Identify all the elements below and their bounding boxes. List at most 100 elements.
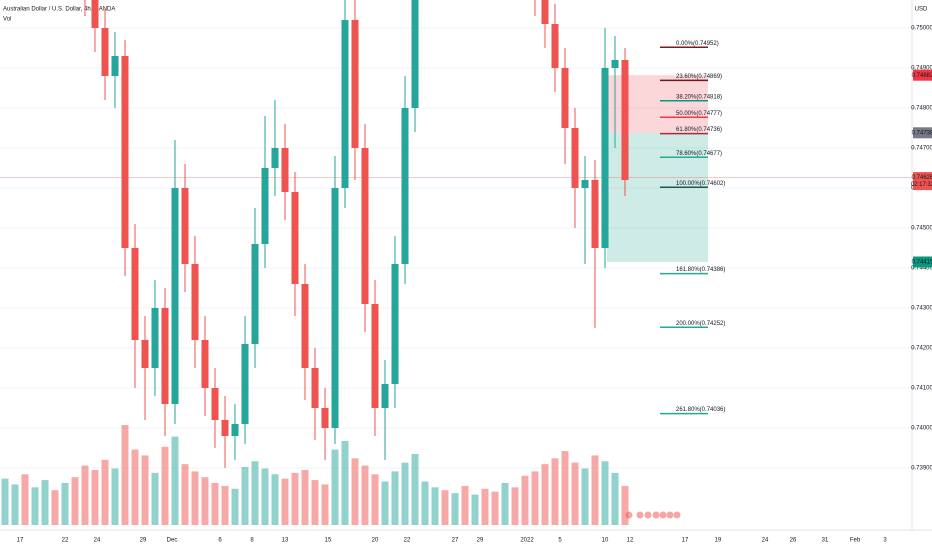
volume-bar [281,478,289,525]
y-tick-label: 0.74400 [911,266,932,272]
volume-bar [331,449,339,525]
y-tick-label: 0.74900 [911,66,932,72]
currency-label: USD [915,7,928,13]
candle-body [541,0,549,24]
volume-bar [401,462,409,525]
candle-body [181,188,189,264]
candle-body [151,308,159,368]
x-tick-label: 15 [325,538,332,544]
volume-bar [51,490,59,525]
volume-bar [121,425,129,525]
volume-bar [531,471,539,525]
volume-bar [91,469,99,525]
candle-body [131,248,139,340]
volume-bar [241,467,249,525]
x-tick-label: 22 [62,538,69,544]
candle-body [561,68,569,128]
y-tick-label: 0.74500 [911,226,932,232]
volume-bar [231,488,239,525]
candle-body [551,24,559,68]
fib-label: 78.60%(0.74677) [676,151,722,157]
x-tick-label: 22 [404,538,411,544]
candle-body [281,148,289,192]
x-tick-label: 17 [682,538,689,544]
volume-bar [411,453,419,525]
candle-body [591,180,599,248]
volume-bar [461,485,469,525]
volume-bar [161,446,169,525]
volume-bar [321,484,329,525]
x-tick-label: Feb [850,538,861,544]
x-tick-label: 17 [17,538,24,544]
candle-body [601,68,609,248]
candle-body [251,244,259,344]
volume-bar [201,477,209,525]
volume-bar [361,465,369,525]
candle-body [141,340,149,368]
candle-body [231,424,239,436]
y-tick-label: 0.74100 [911,386,932,392]
candle-body [321,408,329,428]
fib-label: 0.00%(0.74952) [676,41,719,47]
x-tick-label: 10 [602,538,609,544]
x-tick-label: 24 [94,538,101,544]
volume-bar [591,455,599,525]
price-label: 0.74626 [912,175,932,181]
candle-body [201,340,209,388]
volume-bar [61,482,69,525]
candle-body [301,284,309,368]
candle-body [241,344,249,424]
volume-bar [101,459,109,525]
x-tick-label: 8 [250,538,254,544]
y-tick-label: 0.74300 [911,306,932,312]
candle-body [381,384,389,408]
candle-body [611,60,619,68]
volume-bar [501,482,509,525]
countdown: 02:17:32 [911,182,932,188]
x-tick-label: 2022 [520,538,534,544]
volume-bar [491,491,499,525]
x-tick-label: 12 [627,538,634,544]
candle-body [221,420,229,436]
volume-bar [391,471,399,525]
candle-body [411,0,419,108]
price-label-box [913,127,932,139]
fib-label: 200.00%(0.74252) [676,321,725,327]
x-tick-label: 31 [822,538,829,544]
volume-bar [221,485,229,525]
x-tick-label: 13 [282,538,289,544]
fib-label: 100.00%(0.74602) [676,181,725,187]
volume-bar [261,468,269,525]
candle-body [111,56,119,76]
volume-bar [271,474,279,525]
volume-bar [71,477,79,525]
y-tick-label: 0.74200 [911,346,932,352]
candle-body [371,304,379,408]
candle-body [271,148,279,168]
x-tick-label: 19 [715,538,722,544]
volume-bar [191,471,199,525]
y-tick-label: 0.74800 [911,106,932,112]
candle-body [391,264,399,384]
volume-pane [1,425,629,525]
x-tick-label: 24 [762,538,769,544]
volume-bar [351,458,359,525]
volume-bar [481,488,489,525]
volume-bar [301,469,309,525]
y-tick-label: 0.73900 [911,466,932,472]
x-tick-label: 3 [883,538,887,544]
candle-body [331,188,339,428]
volume-bar [291,472,299,525]
x-tick-label: 6 [218,538,222,544]
volume-bar [441,490,449,525]
volume-bar [541,464,549,525]
x-tick-label: 5 [558,538,562,544]
price-label: 0.74882 [912,73,932,79]
price-label-box [913,256,932,268]
candle-body [341,20,349,188]
y-tick-label: 0.74000 [911,426,932,432]
x-tick-label: 27 [452,538,459,544]
volume-bar [111,468,119,525]
